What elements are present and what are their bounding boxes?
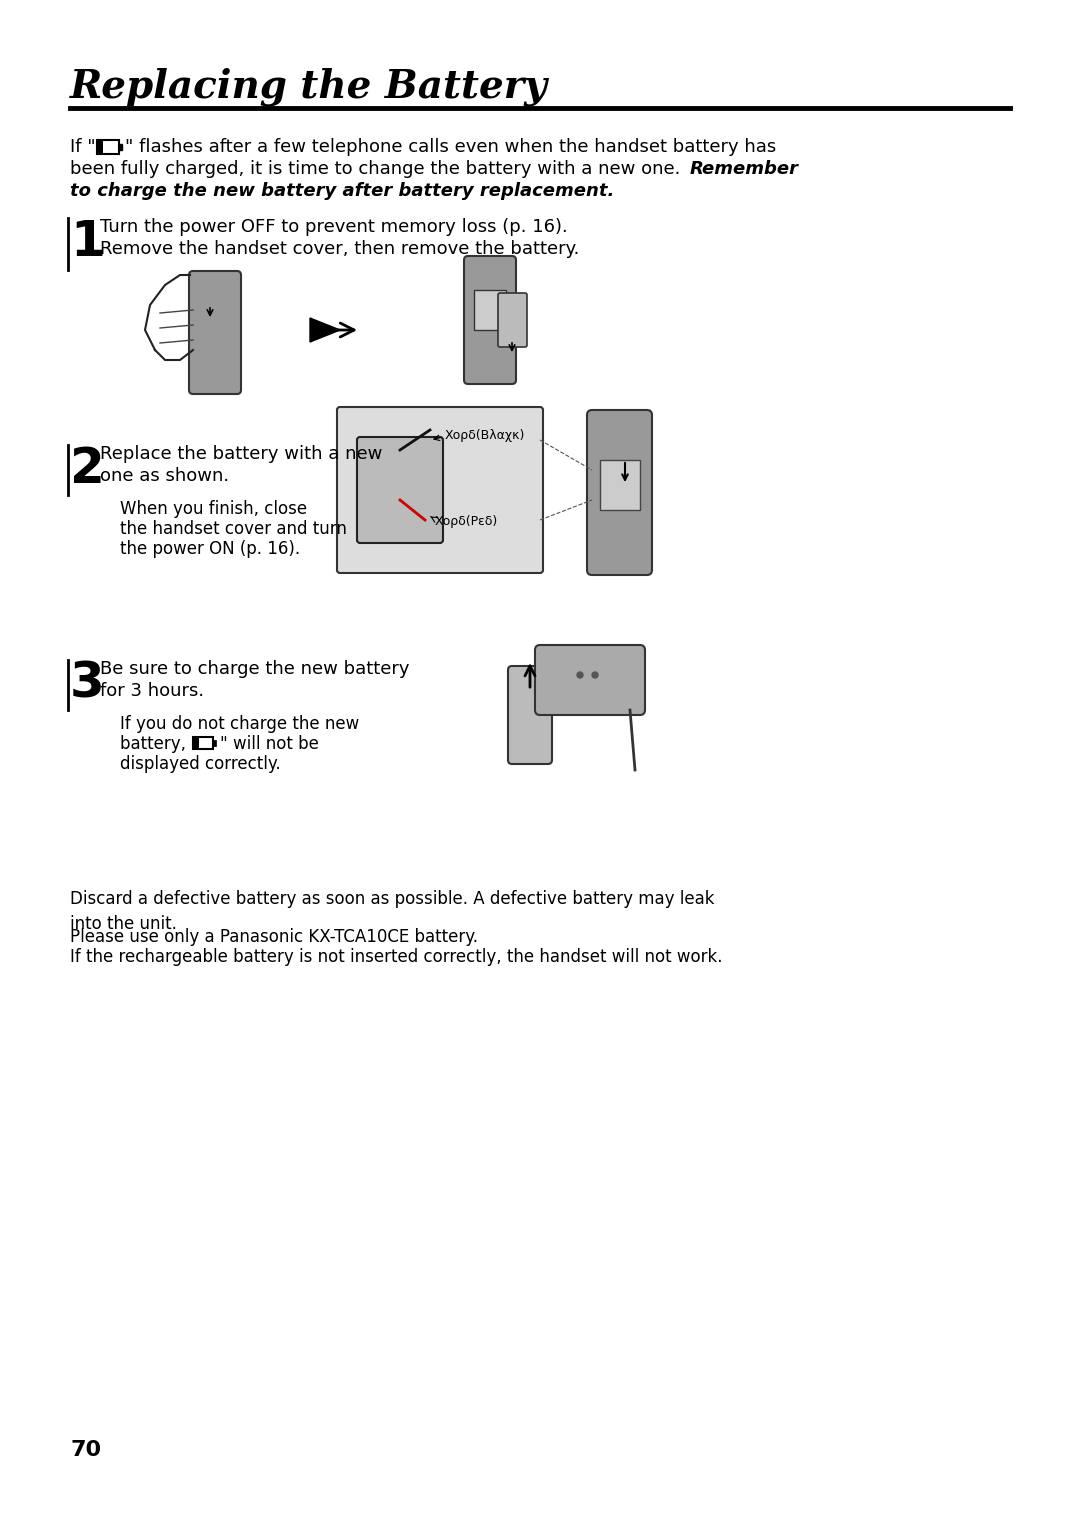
- Bar: [213, 740, 216, 746]
- FancyBboxPatch shape: [357, 437, 443, 542]
- FancyBboxPatch shape: [189, 270, 241, 394]
- Bar: [97, 141, 119, 154]
- Text: When you finish, close: When you finish, close: [120, 500, 307, 518]
- Text: If you do not charge the new: If you do not charge the new: [120, 715, 360, 733]
- Text: the power ON (p. 16).: the power ON (p. 16).: [120, 539, 300, 558]
- Polygon shape: [310, 318, 340, 342]
- Circle shape: [592, 672, 598, 678]
- Text: to charge the new battery after battery replacement.: to charge the new battery after battery …: [70, 182, 615, 200]
- Text: 2: 2: [70, 445, 105, 494]
- Text: displayed correctly.: displayed correctly.: [120, 755, 281, 773]
- Text: Remember: Remember: [690, 160, 799, 177]
- Text: Please use only a Panasonic KX-TCA10CE battery.: Please use only a Panasonic KX-TCA10CE b…: [70, 927, 478, 946]
- Text: the handset cover and turn: the handset cover and turn: [120, 520, 347, 538]
- Text: Replace the battery with a new: Replace the battery with a new: [100, 445, 382, 463]
- Text: 1: 1: [70, 219, 105, 266]
- Text: " flashes after a few telephone calls even when the handset battery has: " flashes after a few telephone calls ev…: [125, 138, 777, 156]
- FancyBboxPatch shape: [588, 410, 652, 575]
- Text: been fully charged, it is time to change the battery with a new one.: been fully charged, it is time to change…: [70, 160, 686, 177]
- Bar: [193, 736, 213, 749]
- Text: Xoρδ(Bλαχκ): Xoρδ(Bλαχκ): [445, 428, 525, 442]
- Text: 3: 3: [70, 660, 105, 707]
- FancyBboxPatch shape: [508, 666, 552, 764]
- FancyBboxPatch shape: [464, 257, 516, 384]
- Bar: [119, 144, 122, 150]
- FancyBboxPatch shape: [498, 293, 527, 347]
- Circle shape: [577, 672, 583, 678]
- Bar: [474, 290, 507, 330]
- Text: for 3 hours.: for 3 hours.: [100, 681, 204, 700]
- Text: Replacing the Battery: Replacing the Battery: [70, 69, 548, 107]
- Text: Remove the handset cover, then remove the battery.: Remove the handset cover, then remove th…: [100, 240, 579, 258]
- Text: one as shown.: one as shown.: [100, 468, 229, 484]
- Text: Discard a defective battery as soon as possible. A defective battery may leak
in: Discard a defective battery as soon as p…: [70, 889, 715, 934]
- FancyBboxPatch shape: [535, 645, 645, 715]
- FancyBboxPatch shape: [337, 406, 543, 573]
- Text: 70: 70: [70, 1439, 102, 1459]
- Bar: [600, 460, 640, 510]
- Text: If the rechargeable battery is not inserted correctly, the handset will not work: If the rechargeable battery is not inser…: [70, 947, 723, 966]
- Text: If ": If ": [70, 138, 96, 156]
- Text: Turn the power OFF to prevent memory loss (p. 16).: Turn the power OFF to prevent memory los…: [100, 219, 568, 235]
- Bar: [98, 141, 103, 153]
- Bar: [194, 738, 199, 749]
- Text: Xoρδ(Pεδ): Xoρδ(Pεδ): [435, 515, 498, 529]
- Text: Be sure to charge the new battery: Be sure to charge the new battery: [100, 660, 409, 678]
- Text: " will not be: " will not be: [220, 735, 319, 753]
- Text: battery, ": battery, ": [120, 735, 199, 753]
